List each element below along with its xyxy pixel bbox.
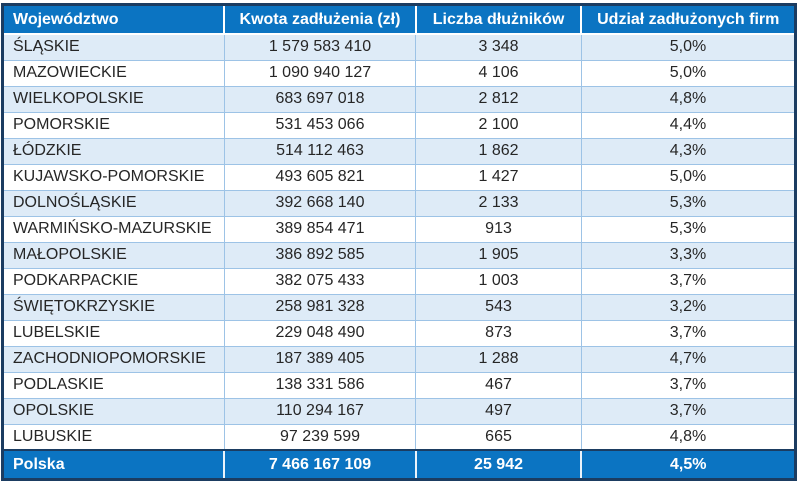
total-row: Polska 7 466 167 109 25 942 4,5% [4,449,794,478]
debt-amount-cell: 683 697 018 [223,85,417,113]
table-row: DOLNOŚLĄSKIE 392 668 140 2 133 5,3% [4,189,794,217]
table-row: WARMIŃSKO-MAZURSKIE 389 854 471 913 5,3% [4,215,794,243]
voivodeship-cell: PODKARPACKIE [4,267,225,295]
voivodeship-cell: OPOLSKIE [4,397,225,425]
voivodeship-cell: ŚWIĘTOKRZYSKIE [4,293,225,321]
total-label: Polska [4,449,225,478]
header-debt-amount: Kwota zadłużenia (zł) [223,6,416,35]
table-row: LUBELSKIE 229 048 490 873 3,7% [4,319,794,347]
debt-amount-cell: 386 892 585 [223,241,417,269]
indebted-share-cell: 5,3% [580,189,794,217]
debt-amount-cell: 392 668 140 [223,189,417,217]
table-row: KUJAWSKO-POMORSKIE 493 605 821 1 427 5,0% [4,163,794,191]
total-indebted-share: 4,5% [580,449,794,478]
voivodeship-cell: MAZOWIECKIE [4,59,225,87]
voivodeship-cell: WIELKOPOLSKIE [4,85,225,113]
header-voivodeship: Województwo [4,6,225,35]
table-footer: Polska 7 466 167 109 25 942 4,5% [4,449,794,478]
indebted-share-cell: 3,7% [580,267,794,295]
debt-amount-cell: 514 112 463 [223,137,417,165]
indebted-share-cell: 5,0% [580,163,794,191]
indebted-share-cell: 3,3% [580,241,794,269]
debtors-count-cell: 1 427 [415,163,582,191]
indebted-share-cell: 4,3% [580,137,794,165]
table-row: ŚLĄSKIE 1 579 583 410 3 348 5,0% [4,33,794,61]
indebted-share-cell: 4,8% [580,85,794,113]
debtors-count-cell: 1 288 [415,345,582,373]
voivodeship-cell: POMORSKIE [4,111,225,139]
table-row: OPOLSKIE 110 294 167 497 3,7% [4,397,794,425]
table-row: PODKARPACKIE 382 075 433 1 003 3,7% [4,267,794,295]
debtors-count-cell: 913 [415,215,582,243]
debt-amount-cell: 382 075 433 [223,267,417,295]
table-row: PODLASKIE 138 331 586 467 3,7% [4,371,794,399]
indebted-share-cell: 3,7% [580,319,794,347]
data-table: Województwo Kwota zadłużenia (zł) Liczba… [4,6,794,478]
header-indebted-share: Udział zadłużonych firm [580,6,794,35]
total-debt-amount: 7 466 167 109 [223,449,416,478]
voivodeship-cell: DOLNOŚLĄSKIE [4,189,225,217]
debtors-count-cell: 2 100 [415,111,582,139]
table-row: MAZOWIECKIE 1 090 940 127 4 106 5,0% [4,59,794,87]
table-body: ŚLĄSKIE 1 579 583 410 3 348 5,0% MAZOWIECKIE… [4,33,794,451]
debt-amount-cell: 187 389 405 [223,345,417,373]
debt-amount-cell: 389 854 471 [223,215,417,243]
table-row: MAŁOPOLSKIE 386 892 585 1 905 3,3% [4,241,794,269]
debt-amount-cell: 1 579 583 410 [223,33,417,61]
debtors-count-cell: 1 905 [415,241,582,269]
table-row: ŁÓDZKIE 514 112 463 1 862 4,3% [4,137,794,165]
indebted-share-cell: 5,0% [580,33,794,61]
debt-amount-cell: 110 294 167 [223,397,417,425]
voivodeship-cell: ZACHODNIOPOMORSKIE [4,345,225,373]
table-row: ZACHODNIOPOMORSKIE 187 389 405 1 288 4,7% [4,345,794,373]
debt-amount-cell: 493 605 821 [223,163,417,191]
table-row: WIELKOPOLSKIE 683 697 018 2 812 4,8% [4,85,794,113]
voivodeship-cell: MAŁOPOLSKIE [4,241,225,269]
indebted-share-cell: 4,8% [580,423,794,451]
debt-amount-cell: 258 981 328 [223,293,417,321]
debt-by-voivodeship-table: Województwo Kwota zadłużenia (zł) Liczba… [1,3,797,481]
debt-amount-cell: 1 090 940 127 [223,59,417,87]
voivodeship-cell: LUBELSKIE [4,319,225,347]
indebted-share-cell: 4,4% [580,111,794,139]
debtors-count-cell: 2 812 [415,85,582,113]
header-row: Województwo Kwota zadłużenia (zł) Liczba… [4,6,794,35]
indebted-share-cell: 3,7% [580,371,794,399]
debt-amount-cell: 531 453 066 [223,111,417,139]
debtors-count-cell: 467 [415,371,582,399]
indebted-share-cell: 3,7% [580,397,794,425]
table-row: LUBUSKIE 97 239 599 665 4,8% [4,423,794,451]
table-row: ŚWIĘTOKRZYSKIE 258 981 328 543 3,2% [4,293,794,321]
voivodeship-cell: PODLASKIE [4,371,225,399]
debtors-count-cell: 543 [415,293,582,321]
voivodeship-cell: ŚLĄSKIE [4,33,225,61]
debtors-count-cell: 665 [415,423,582,451]
debtors-count-cell: 497 [415,397,582,425]
debtors-count-cell: 4 106 [415,59,582,87]
debtors-count-cell: 873 [415,319,582,347]
indebted-share-cell: 5,0% [580,59,794,87]
table-header: Województwo Kwota zadłużenia (zł) Liczba… [4,6,794,35]
debt-amount-cell: 229 048 490 [223,319,417,347]
indebted-share-cell: 4,7% [580,345,794,373]
total-debtors-count: 25 942 [414,449,582,478]
voivodeship-cell: WARMIŃSKO-MAZURSKIE [4,215,225,243]
debtors-count-cell: 3 348 [415,33,582,61]
voivodeship-cell: ŁÓDZKIE [4,137,225,165]
debt-amount-cell: 138 331 586 [223,371,417,399]
indebted-share-cell: 3,2% [580,293,794,321]
debtors-count-cell: 1 862 [415,137,582,165]
indebted-share-cell: 5,3% [580,215,794,243]
table-row: POMORSKIE 531 453 066 2 100 4,4% [4,111,794,139]
debtors-count-cell: 2 133 [415,189,582,217]
debt-amount-cell: 97 239 599 [223,423,417,451]
voivodeship-cell: KUJAWSKO-POMORSKIE [4,163,225,191]
debtors-count-cell: 1 003 [415,267,582,295]
voivodeship-cell: LUBUSKIE [4,423,225,451]
header-debtors-count: Liczba dłużników [414,6,582,35]
